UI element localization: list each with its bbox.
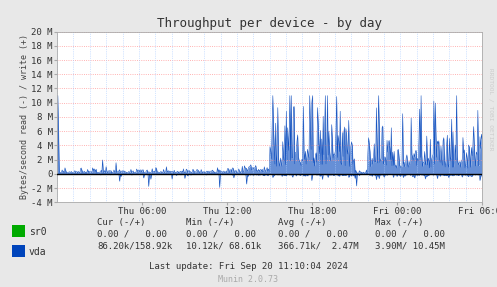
Text: 366.71k/  2.47M: 366.71k/ 2.47M <box>278 241 359 250</box>
Text: 0.00 /   0.00: 0.00 / 0.00 <box>375 230 445 239</box>
Text: 0.00 /   0.00: 0.00 / 0.00 <box>278 230 348 239</box>
Text: vda: vda <box>29 247 46 257</box>
Text: 0.00 /   0.00: 0.00 / 0.00 <box>97 230 167 239</box>
Text: RRDTOOL / TOBI OETIKER: RRDTOOL / TOBI OETIKER <box>489 68 494 150</box>
Text: Munin 2.0.73: Munin 2.0.73 <box>219 275 278 284</box>
Text: 3.90M/ 10.45M: 3.90M/ 10.45M <box>375 241 445 250</box>
Text: Last update: Fri Sep 20 11:10:04 2024: Last update: Fri Sep 20 11:10:04 2024 <box>149 262 348 271</box>
Text: 10.12k/ 68.61k: 10.12k/ 68.61k <box>186 241 261 250</box>
Text: sr0: sr0 <box>29 227 46 236</box>
Text: 0.00 /   0.00: 0.00 / 0.00 <box>186 230 256 239</box>
Text: Min (-/+): Min (-/+) <box>186 218 235 227</box>
Text: Cur (-/+): Cur (-/+) <box>97 218 145 227</box>
Text: Avg (-/+): Avg (-/+) <box>278 218 327 227</box>
Text: 86.20k/158.92k: 86.20k/158.92k <box>97 241 172 250</box>
Y-axis label: Bytes/second read (-) / write (+): Bytes/second read (-) / write (+) <box>20 34 29 199</box>
Text: Max (-/+): Max (-/+) <box>375 218 423 227</box>
Title: Throughput per device - by day: Throughput per device - by day <box>157 18 382 30</box>
